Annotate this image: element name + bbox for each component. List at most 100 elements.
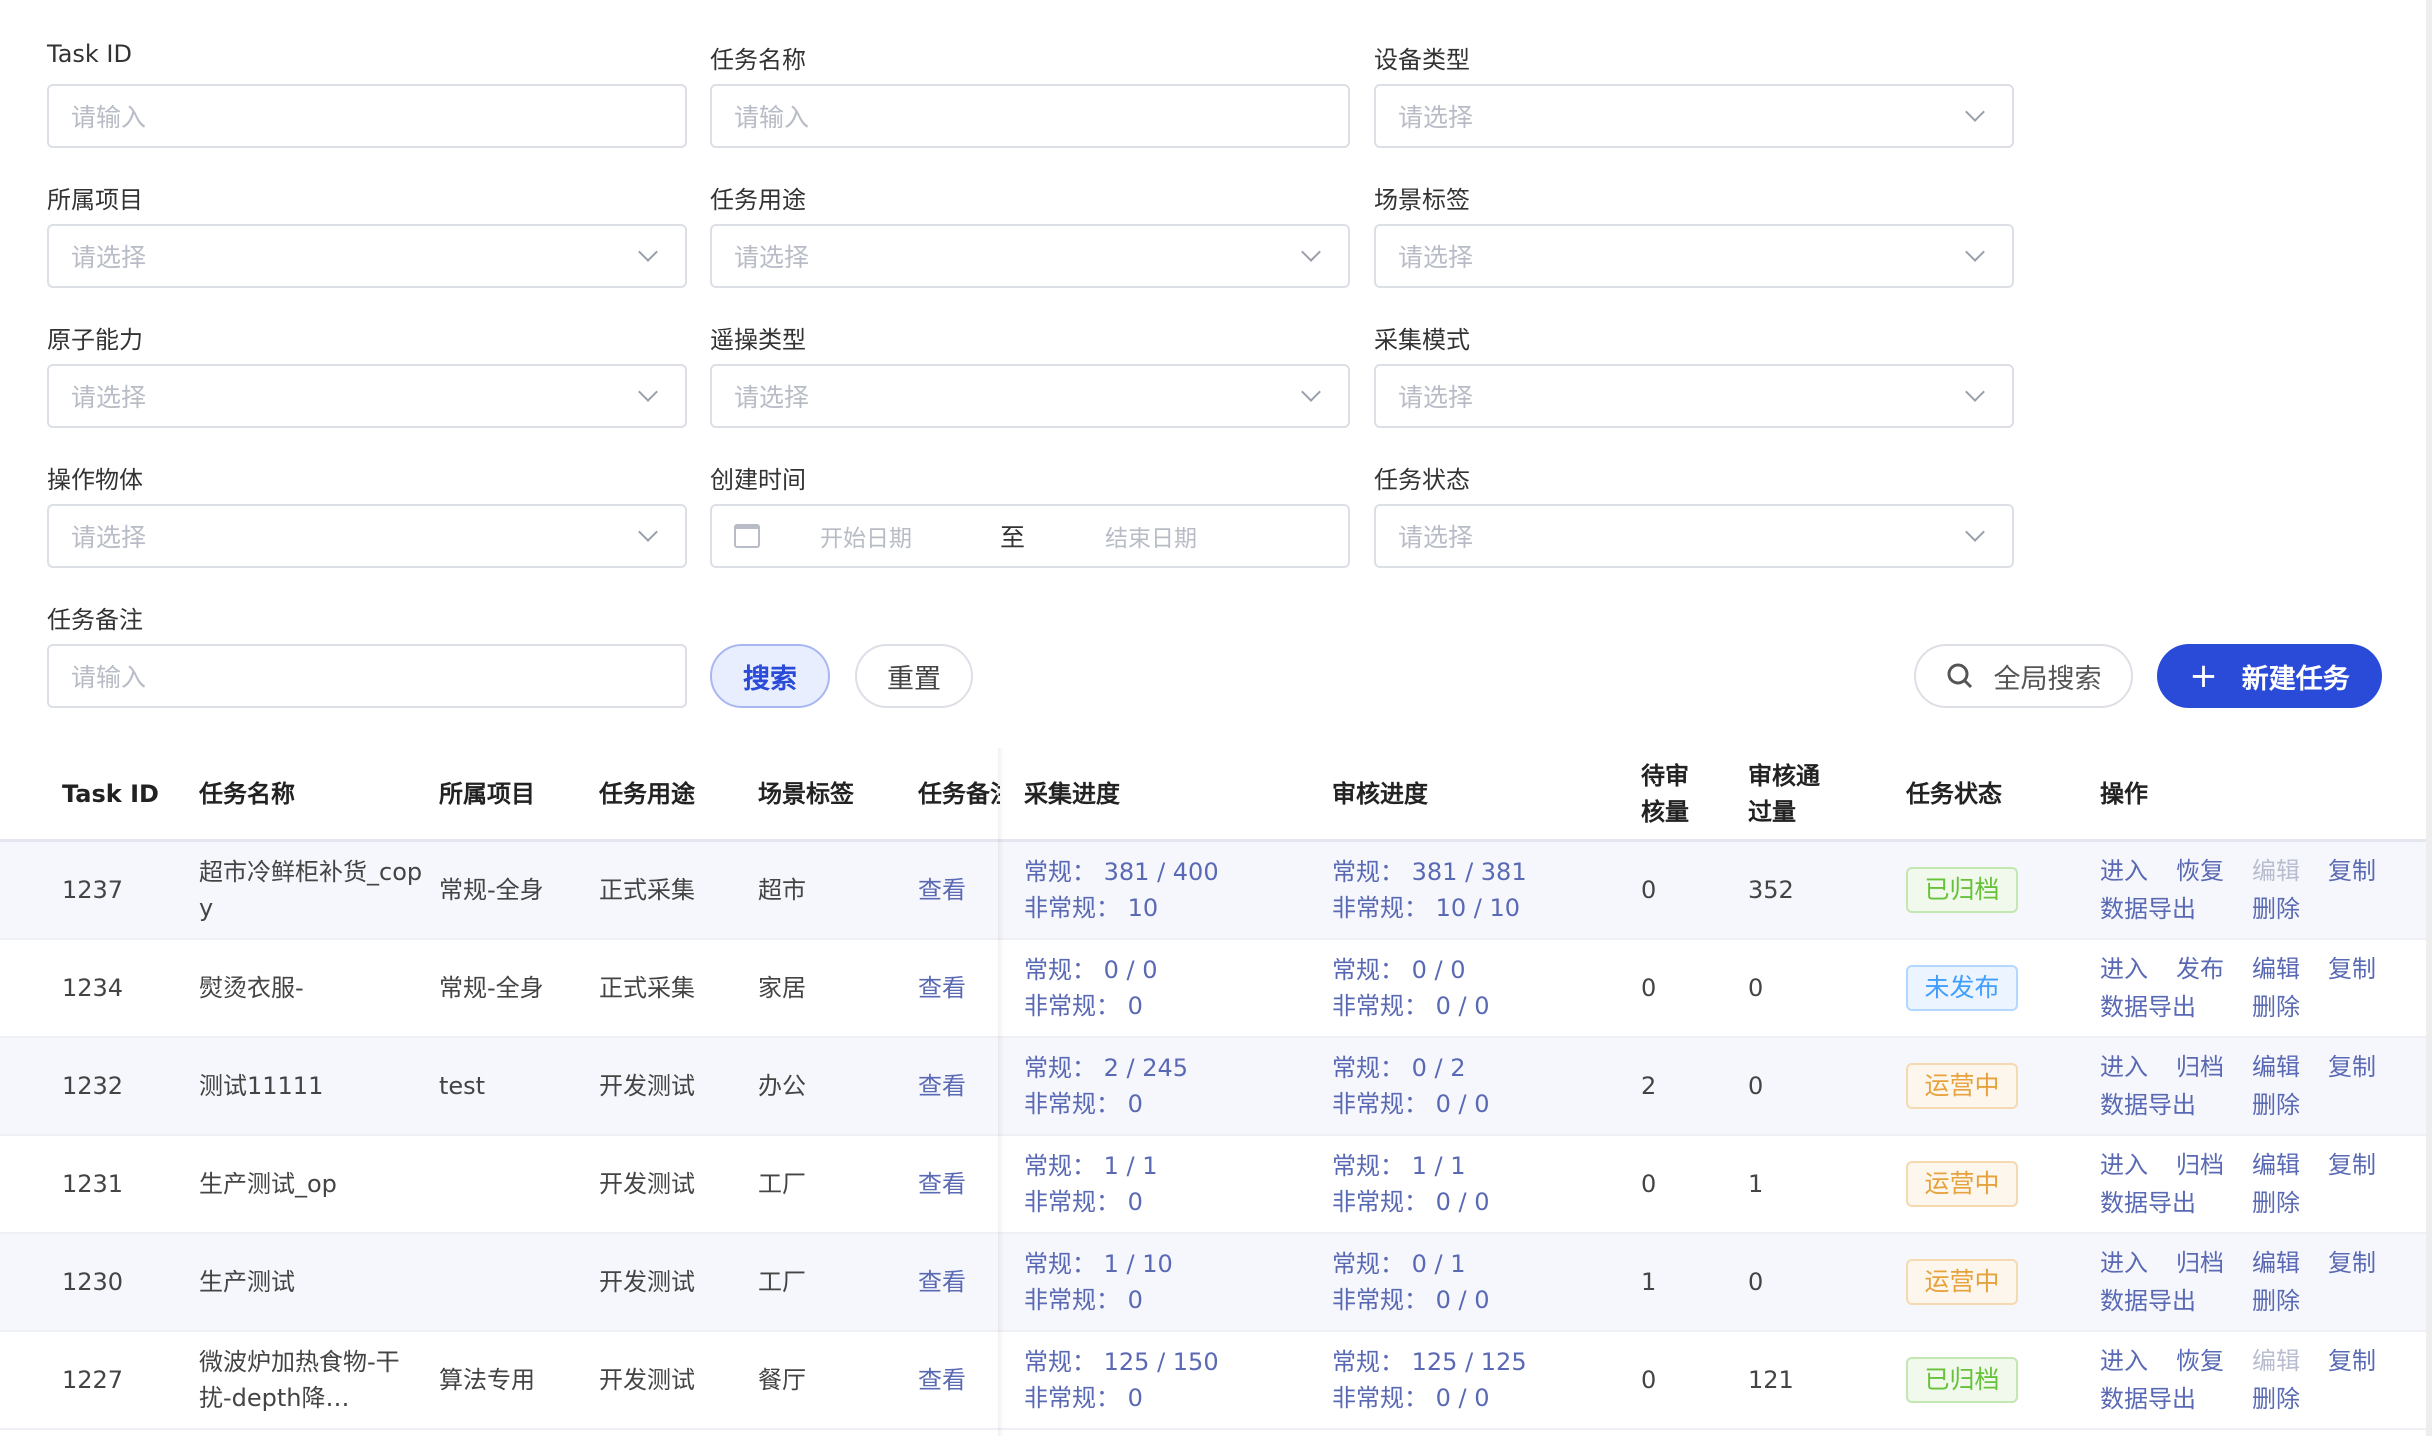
action-数据导出[interactable]: 数据导出 (2100, 1091, 2196, 1119)
status-badge: 运营中 (1906, 1161, 2018, 1207)
placeholder: 请输入 (734, 103, 810, 132)
remark-view-link[interactable]: 查看 (918, 1268, 966, 1296)
action-进入[interactable]: 进入 (2100, 1151, 2148, 1179)
action-进入[interactable]: 进入 (2100, 857, 2148, 885)
reset-button[interactable]: 重置 (855, 644, 973, 708)
action-复制[interactable]: 复制 (2328, 955, 2376, 983)
action-数据导出[interactable]: 数据导出 (2100, 1385, 2196, 1413)
action-复制[interactable]: 复制 (2328, 1053, 2376, 1081)
filter-select[interactable]: 请选择 (47, 224, 687, 288)
action-删除[interactable]: 删除 (2252, 1091, 2300, 1119)
action-编辑[interactable]: 编辑 (2252, 955, 2300, 983)
action-复制[interactable]: 复制 (2328, 857, 2376, 885)
filter-input[interactable]: 请输入 (710, 84, 1350, 148)
filter-label: 采集模式 (1374, 326, 1470, 354)
filter-select[interactable]: 请选择 (47, 364, 687, 428)
action-复制[interactable]: 复制 (2328, 1249, 2376, 1277)
start-date[interactable]: 开始日期 (820, 526, 912, 552)
review-progress-line: 非常规： 0 / 0 (1332, 1286, 1490, 1314)
review-progress-line: 常规： 0 / 0 (1332, 956, 1466, 984)
action-归档[interactable]: 归档 (2176, 1053, 2224, 1081)
status-cell: 已归档 (1906, 842, 2018, 938)
collect-progress-line: 非常规： 0 (1024, 1090, 1143, 1118)
search-button[interactable]: 搜索 (710, 644, 830, 708)
action-删除[interactable]: 删除 (2252, 993, 2300, 1021)
project-cell (439, 1234, 589, 1330)
remark-view-link[interactable]: 查看 (918, 1170, 966, 1198)
scrollbar[interactable] (2426, 0, 2432, 1436)
end-date[interactable]: 结束日期 (1105, 526, 1198, 552)
remark-view-link[interactable]: 查看 (918, 876, 966, 904)
filter-label: 操作物体 (47, 466, 143, 494)
review-progress-line: 常规： 1 / 1 (1332, 1152, 1466, 1180)
filter-select[interactable]: 请选择 (710, 224, 1350, 288)
task-name-cell: 熨烫衣服- (199, 974, 304, 1002)
status-badge: 运营中 (1906, 1063, 2018, 1109)
action-数据导出[interactable]: 数据导出 (2100, 895, 2196, 923)
status-badge: 已归档 (1906, 867, 2018, 913)
action-删除[interactable]: 删除 (2252, 1189, 2300, 1217)
action-编辑[interactable]: 编辑 (2252, 1151, 2300, 1179)
filter-select[interactable]: 请选择 (1374, 504, 2014, 568)
action-进入[interactable]: 进入 (2100, 955, 2148, 983)
action-复制[interactable]: 复制 (2328, 1347, 2376, 1375)
actions: 进入 归档 编辑 复制数据导出 删除 (2100, 1147, 2404, 1221)
actions: 进入 归档 编辑 复制数据导出 删除 (2100, 1049, 2404, 1123)
action-归档[interactable]: 归档 (2176, 1151, 2224, 1179)
chevron-down-icon (638, 522, 658, 542)
filter-daterange[interactable]: 开始日期 至 结束日期 (710, 504, 1350, 568)
filter-label: 遥操类型 (710, 326, 806, 354)
filter-select[interactable]: 请选择 (47, 504, 687, 568)
filter-select[interactable]: 请选择 (1374, 364, 2014, 428)
placeholder: 请选择 (734, 243, 810, 272)
action-进入[interactable]: 进入 (2100, 1053, 2148, 1081)
action-进入[interactable]: 进入 (2100, 1249, 2148, 1277)
action-删除[interactable]: 删除 (2252, 1385, 2300, 1413)
column-header: 任务名称 (199, 779, 295, 808)
collect-progress-cell: 常规： 381 / 400 非常规： 10 (1024, 842, 1219, 938)
column-header: 审核进度 (1332, 779, 1428, 808)
filter-input[interactable]: 请输入 (47, 644, 687, 708)
action-编辑[interactable]: 编辑 (2252, 1249, 2300, 1277)
remark-view-link[interactable]: 查看 (918, 974, 966, 1002)
new-task-button[interactable]: + 新建任务 (2157, 644, 2382, 708)
column-header: 审核通过量 (1748, 761, 1820, 826)
action-归档[interactable]: 归档 (2176, 1249, 2224, 1277)
filter-input[interactable]: 请输入 (47, 84, 687, 148)
action-恢复[interactable]: 恢复 (2176, 1347, 2224, 1375)
action-数据导出[interactable]: 数据导出 (2100, 1189, 2196, 1217)
action-恢复[interactable]: 恢复 (2176, 857, 2224, 885)
collect-progress-line: 常规： 125 / 150 (1024, 1348, 1219, 1376)
remark-view-link[interactable]: 查看 (918, 1072, 966, 1100)
chevron-down-icon (638, 382, 658, 402)
collect-progress-line: 常规： 1 / 1 (1024, 1152, 1158, 1180)
filter-select[interactable]: 请选择 (1374, 224, 2014, 288)
task-use-cell: 正式采集 (599, 974, 695, 1002)
review-progress-line: 非常规： 0 / 0 (1332, 1090, 1490, 1118)
action-删除[interactable]: 删除 (2252, 1287, 2300, 1315)
action-删除[interactable]: 删除 (2252, 895, 2300, 923)
review-progress-cell: 常规： 381 / 381 非常规： 10 / 10 (1332, 842, 1527, 938)
review-progress-cell: 常规： 1 / 1 非常规： 0 / 0 (1332, 1136, 1490, 1232)
scene-tag-cell: 办公 (758, 1072, 806, 1100)
collect-progress-line: 非常规： 0 (1024, 992, 1143, 1020)
collect-progress-cell: 常规： 125 / 150 非常规： 0 (1024, 1332, 1219, 1428)
review-progress-cell: 常规： 0 / 1 非常规： 0 / 0 (1332, 1234, 1490, 1330)
status-cell: 未发布 (1906, 940, 2018, 1036)
action-编辑[interactable]: 编辑 (2252, 1053, 2300, 1081)
placeholder: 请选择 (71, 383, 147, 412)
global-search-button[interactable]: 全局搜索 (1914, 644, 2133, 708)
action-进入[interactable]: 进入 (2100, 1347, 2148, 1375)
filter-select[interactable]: 请选择 (1374, 84, 2014, 148)
chevron-down-icon (1965, 242, 1985, 262)
action-复制[interactable]: 复制 (2328, 1151, 2376, 1179)
review-progress-cell: 常规： 0 / 0 非常规： 0 / 0 (1332, 940, 1490, 1036)
review-passed-cell: 0 (1748, 974, 1764, 1002)
filter-select[interactable]: 请选择 (710, 364, 1350, 428)
actions: 进入 发布 编辑 复制数据导出 删除 (2100, 951, 2404, 1025)
remark-view-link[interactable]: 查看 (918, 1366, 966, 1394)
collect-progress-line: 常规： 2 / 245 (1024, 1054, 1189, 1082)
action-数据导出[interactable]: 数据导出 (2100, 993, 2196, 1021)
action-发布[interactable]: 发布 (2176, 955, 2224, 983)
action-数据导出[interactable]: 数据导出 (2100, 1287, 2196, 1315)
